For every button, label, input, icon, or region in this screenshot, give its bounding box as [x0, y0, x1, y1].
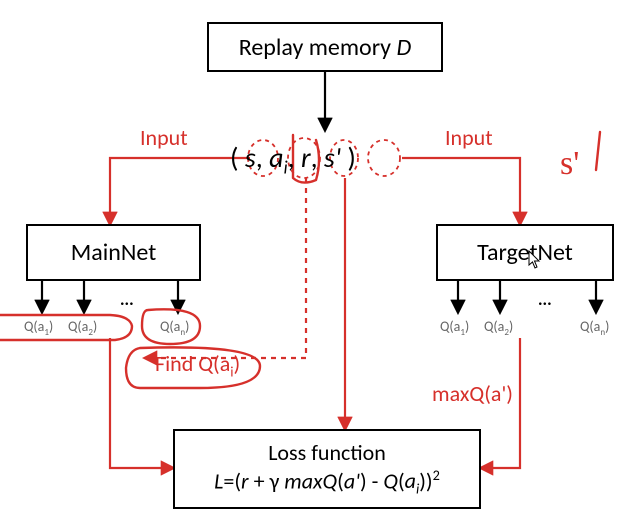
q-output-left: Q(an)	[160, 318, 189, 338]
mainnet-box: MainNet	[26, 224, 201, 281]
loss-title: Loss function	[214, 439, 440, 467]
replay-memory-label: Replay memory D	[239, 33, 412, 62]
q-output-right: Q(a1)	[440, 318, 469, 338]
sample-tuple: ( s, ai, r, s' )	[230, 140, 356, 179]
handwritten-s-prime: s'	[560, 145, 579, 183]
q-output-left: Q(a2)	[68, 318, 97, 338]
replay-memory-box: Replay memory D	[207, 22, 443, 72]
max-q-label: maxQ(a')	[432, 380, 513, 407]
ellipsis-left: ···	[120, 292, 134, 314]
q-output-left: Q(a1)	[24, 318, 53, 338]
input-label-right: Input	[445, 124, 493, 151]
targetnet-label: TargetNet	[477, 238, 573, 267]
loss-function-box: Loss function L=(r + γ maxQ(a') - Q(ai))…	[173, 429, 481, 509]
input-label-left: Input	[140, 124, 188, 151]
diagram-canvas: { "colors": { "red": "#d6302b", "black":…	[0, 0, 643, 532]
loss-formula: L=(r + γ maxQ(a') - Q(ai))2	[214, 467, 440, 499]
cursor-icon	[528, 250, 542, 270]
q-output-right: Q(an)	[580, 318, 609, 338]
q-output-right: Q(a2)	[484, 318, 513, 338]
mainnet-label: MainNet	[71, 238, 156, 267]
find-q-label: Find Q(ai)	[155, 350, 240, 380]
targetnet-box: TargetNet	[436, 224, 614, 281]
ellipsis-right: ···	[538, 292, 552, 314]
